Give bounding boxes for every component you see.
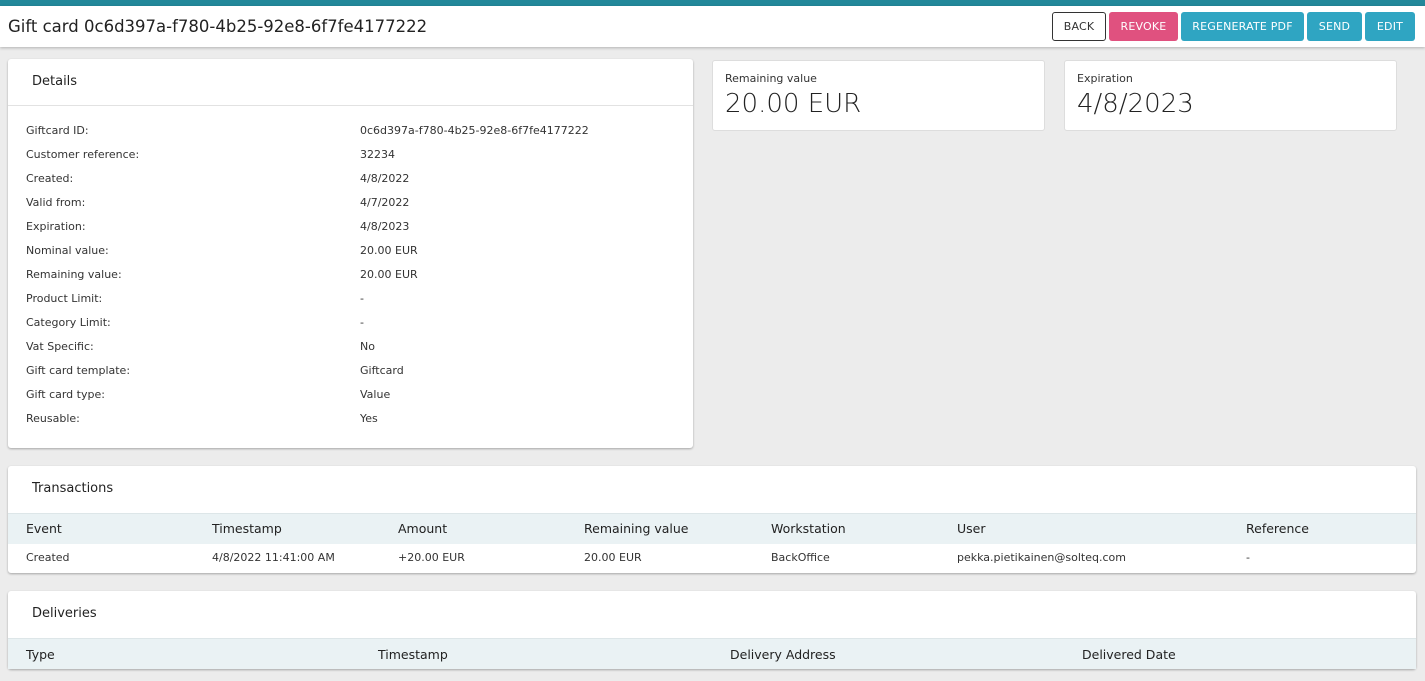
divider (8, 105, 693, 106)
page-title: Gift card 0c6d397a-f780-4b25-92e8-6f7fe4… (8, 17, 428, 36)
remaining-value-amount: 20.00 EUR (725, 89, 862, 119)
detail-value: 20.00 EUR (360, 244, 418, 257)
deliveries-card: Deliveries Type Timestamp Delivery Address… (8, 591, 1416, 669)
revoke-button[interactable]: REVOKE (1109, 12, 1178, 41)
table-cell: 20.00 EUR (584, 551, 642, 564)
column-header: Remaining value (584, 521, 689, 536)
remaining-value-card: Remaining value 20.00 EUR (712, 60, 1045, 131)
page-header: Gift card 0c6d397a-f780-4b25-92e8-6f7fe4… (0, 6, 1425, 47)
transactions-card: Transactions Event Timestamp Amount Remaini… (8, 466, 1416, 573)
detail-label: Created: (26, 172, 74, 185)
column-header: User (957, 521, 986, 536)
table-cell: +20.00 EUR (398, 551, 465, 564)
table-cell: 4/8/2022 11:41:00 AM (212, 551, 335, 564)
detail-value: 4/7/2022 (360, 196, 410, 209)
detail-label: Gift card type: (26, 388, 105, 401)
details-title: Details (32, 74, 78, 89)
detail-value: Yes (360, 412, 378, 425)
table-cell: Created (26, 551, 70, 564)
detail-value: - (360, 316, 364, 329)
detail-value: 20.00 EUR (360, 268, 418, 281)
column-header: Event (26, 521, 62, 536)
column-header: Delivery Address (730, 647, 836, 662)
back-button[interactable]: BACK (1052, 12, 1106, 41)
detail-value: 32234 (360, 148, 395, 161)
detail-value: 4/8/2022 (360, 172, 410, 185)
column-header: Workstation (771, 521, 846, 536)
detail-label: Reusable: (26, 412, 80, 425)
detail-value: 0c6d397a-f780-4b25-92e8-6f7fe4177222 (360, 124, 589, 137)
detail-label: Expiration: (26, 220, 86, 233)
detail-value: Value (360, 388, 391, 401)
table-cell: - (1246, 551, 1250, 564)
transactions-table-header: Event Timestamp Amount Remaining value Works… (8, 513, 1416, 544)
send-button[interactable]: SEND (1307, 12, 1362, 41)
expiration-card: Expiration 4/8/2023 (1064, 60, 1397, 131)
column-header: Reference (1246, 521, 1309, 536)
detail-label: Gift card template: (26, 364, 131, 377)
details-card: Details Giftcard ID: 0c6d397a-f780-4b25-9… (8, 59, 693, 448)
expiration-value: 4/8/2023 (1077, 89, 1194, 119)
deliveries-table-header: Type Timestamp Delivery Address Delivered D… (8, 638, 1416, 669)
table-cell: BackOffice (771, 551, 830, 564)
detail-value: Giftcard (360, 364, 404, 377)
detail-label: Valid from: (26, 196, 86, 209)
transactions-title: Transactions (32, 481, 114, 496)
deliveries-title: Deliveries (32, 606, 97, 621)
top-accent-bar (0, 0, 1425, 6)
regenerate-pdf-button[interactable]: REGENERATE PDF (1181, 12, 1304, 41)
remaining-value-label: Remaining value (725, 72, 817, 85)
column-header: Delivered Date (1082, 647, 1176, 662)
detail-label: Vat Specific: (26, 340, 94, 353)
edit-button[interactable]: EDIT (1365, 12, 1415, 41)
expiration-label: Expiration (1077, 72, 1133, 85)
column-header: Timestamp (212, 521, 282, 536)
detail-label: Customer reference: (26, 148, 140, 161)
column-header: Amount (398, 521, 448, 536)
detail-value: 4/8/2023 (360, 220, 410, 233)
detail-label: Category Limit: (26, 316, 111, 329)
column-header: Type (26, 647, 55, 662)
detail-label: Product Limit: (26, 292, 103, 305)
detail-value: No (360, 340, 375, 353)
table-cell: pekka.pietikainen@solteq.com (957, 551, 1126, 564)
column-header: Timestamp (378, 647, 448, 662)
detail-value: - (360, 292, 364, 305)
detail-label: Giftcard ID: (26, 124, 89, 137)
detail-label: Remaining value: (26, 268, 122, 281)
table-row: Created 4/8/2022 11:41:00 AM +20.00 EUR 20.… (8, 544, 1416, 573)
detail-label: Nominal value: (26, 244, 109, 257)
